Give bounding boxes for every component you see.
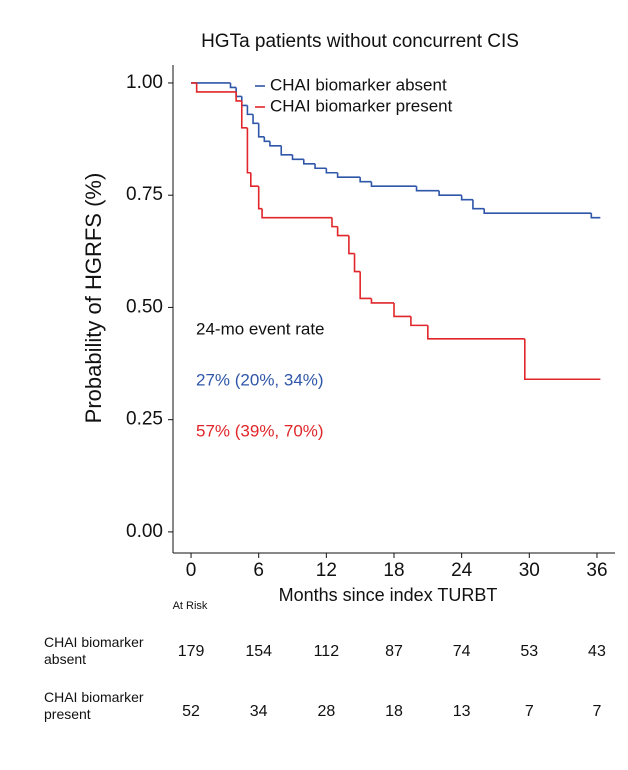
survival-step <box>240 100 248 129</box>
risk-row-label: CHAI biomarker present <box>44 689 144 722</box>
survival-step <box>331 217 338 228</box>
y-tick-label: 0.25 <box>126 409 163 430</box>
survival-step <box>195 82 237 93</box>
survival-step <box>353 253 361 273</box>
x-tick-label: 30 <box>519 560 540 581</box>
y-tick-label: 1.00 <box>126 72 163 93</box>
legend-label: CHAI biomarker present <box>270 96 453 115</box>
survival-step <box>590 213 601 219</box>
survival-step <box>314 163 327 170</box>
annotation: 24-mo event rate <box>196 319 325 338</box>
survival-step <box>415 186 440 192</box>
risk-count: 154 <box>245 643 272 660</box>
survival-step <box>261 208 332 219</box>
x-axis-label: Months since index TURBT <box>279 585 498 605</box>
risk-count: 43 <box>588 643 606 660</box>
survival-step <box>240 96 248 107</box>
survival-step <box>370 181 417 188</box>
risk-count: 7 <box>525 703 534 720</box>
survival-step <box>325 168 338 174</box>
risk-count: 18 <box>385 703 403 720</box>
risk-count: 13 <box>453 703 471 720</box>
survival-step <box>410 316 428 327</box>
risk-count: 7 <box>593 703 602 720</box>
x-tick-label: 12 <box>316 560 337 581</box>
survival-step <box>359 271 372 300</box>
x-tick-label: 24 <box>451 560 473 581</box>
x-tick-label: 18 <box>383 560 404 581</box>
survival-step <box>460 195 473 201</box>
risk-count: 179 <box>178 643 205 660</box>
risk-count: 74 <box>453 643 471 660</box>
risk-count: 53 <box>520 643 538 660</box>
survival-step <box>393 302 411 318</box>
y-axis-label: Probability of HGRFS (%) <box>81 173 106 424</box>
risk-count: 87 <box>385 643 403 660</box>
survival-step <box>257 186 263 210</box>
risk-table-title: At Risk <box>173 600 208 612</box>
survival-step <box>336 172 361 179</box>
annotation: 57% (39%, 70%) <box>196 421 324 440</box>
survival-step <box>427 325 525 340</box>
risk-count: 112 <box>314 643 340 660</box>
risk-count: 28 <box>317 703 335 720</box>
survival-step <box>252 114 259 125</box>
survival-step <box>246 105 254 116</box>
survival-step <box>472 199 485 210</box>
annotation: 27% (20%, 34%) <box>196 370 324 389</box>
chart-title: HGTa patients without concurrent CIS <box>201 31 519 52</box>
survival-step <box>250 172 259 188</box>
survival-step <box>280 145 293 156</box>
survival-step <box>291 154 304 161</box>
survival-step <box>257 123 265 138</box>
survival-step <box>523 338 601 381</box>
survival-step <box>269 141 282 147</box>
y-tick-label: 0.00 <box>126 521 163 542</box>
survival-step <box>235 87 242 98</box>
risk-count: 52 <box>182 703 200 720</box>
survival-step <box>246 127 251 174</box>
survival-step <box>348 235 355 255</box>
survival-step <box>336 226 349 237</box>
survival-step <box>263 136 270 143</box>
risk-row-label: CHAI biomarker absent <box>44 634 144 667</box>
y-tick-label: 0.75 <box>126 184 163 205</box>
y-tick-label: 0.50 <box>126 296 163 317</box>
survival-step <box>229 82 237 89</box>
survival-step <box>483 208 592 214</box>
x-tick-label: 0 <box>186 560 197 581</box>
survival-step <box>359 177 372 183</box>
survival-step <box>235 91 242 102</box>
x-tick-label: 36 <box>586 560 607 581</box>
legend-label: CHAI biomarker absent <box>270 75 447 94</box>
survival-step <box>302 159 316 165</box>
x-tick-label: 6 <box>253 560 264 581</box>
risk-count: 34 <box>250 703 268 720</box>
survival-step <box>438 190 462 196</box>
survival-step <box>370 298 394 304</box>
